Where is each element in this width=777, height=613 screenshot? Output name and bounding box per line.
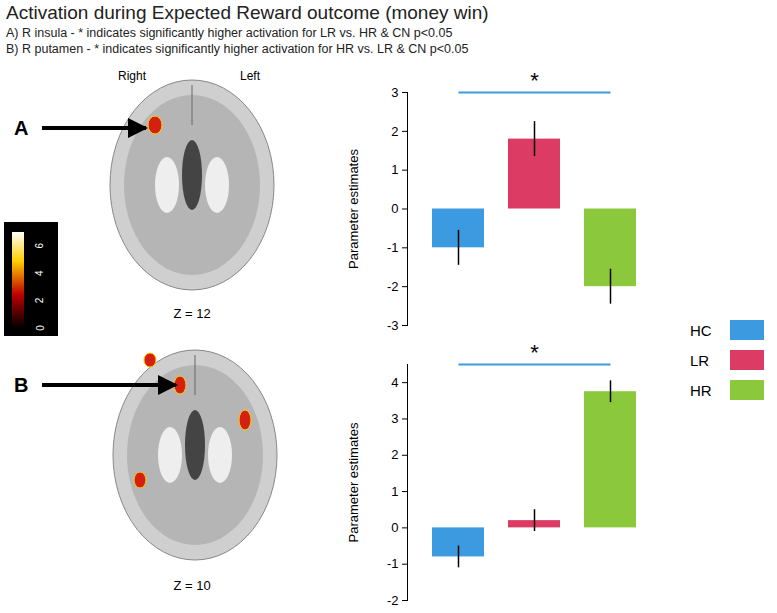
svg-text:3: 3 — [391, 411, 398, 426]
svg-text:6: 6 — [35, 242, 46, 248]
svg-text:Parameter estimates: Parameter estimates — [346, 422, 361, 542]
svg-text:Parameter estimates: Parameter estimates — [346, 149, 361, 269]
html-text:HR: HR — [690, 381, 712, 399]
svg-text:1: 1 — [391, 484, 398, 499]
svg-text:Left: Left — [240, 69, 261, 83]
html-text:A) R insula - * indicates sign: A) R insula - * indicates significantly … — [6, 26, 453, 40]
svg-text:B: B — [14, 374, 28, 396]
svg-text:4: 4 — [391, 375, 398, 390]
html-text:B) R putamen - * indicates sig: B) R putamen - * indicates significantly… — [6, 42, 469, 56]
svg-text:3: 3 — [391, 85, 398, 100]
svg-text:-1: -1 — [387, 556, 399, 571]
svg-text:0: 0 — [391, 520, 398, 535]
svg-text:0: 0 — [35, 325, 46, 331]
svg-text:-1: -1 — [387, 240, 399, 255]
svg-text:4: 4 — [35, 270, 46, 276]
svg-text:*: * — [530, 340, 539, 365]
html-text:LR: LR — [690, 351, 710, 369]
svg-text:-3: -3 — [387, 318, 399, 333]
svg-text:2: 2 — [35, 297, 46, 303]
svg-text:1: 1 — [391, 162, 398, 177]
svg-text:Z = 12: Z = 12 — [173, 306, 210, 321]
html-text:HC: HC — [690, 321, 712, 339]
svg-text:Right: Right — [118, 69, 147, 83]
svg-text:2: 2 — [391, 123, 398, 138]
svg-text:0: 0 — [391, 201, 398, 216]
svg-text:A: A — [14, 117, 28, 139]
svg-text:2: 2 — [391, 447, 398, 462]
svg-text:-2: -2 — [387, 593, 399, 608]
svg-text:-2: -2 — [387, 279, 399, 294]
html-text:Activation during Expected Rew: Activation during Expected Reward outcom… — [6, 2, 489, 23]
svg-text:Z = 10: Z = 10 — [173, 578, 210, 593]
svg-text:*: * — [530, 68, 539, 93]
